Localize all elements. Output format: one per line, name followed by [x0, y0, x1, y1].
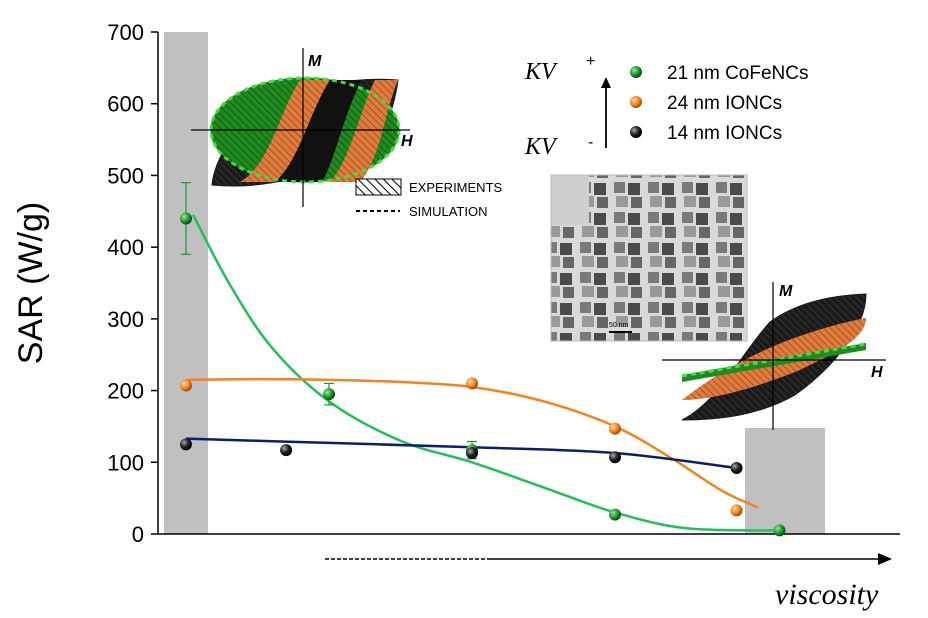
- data-point-0: [609, 508, 621, 521]
- kv-minus-sign: -: [588, 134, 593, 151]
- y-tick-label: 400: [107, 235, 144, 260]
- kv-plus-sign: +: [586, 53, 595, 70]
- y-ticks: 0 100 200 300 400 500 600 700: [107, 20, 158, 547]
- data-point-1: [180, 379, 192, 392]
- inset-h-label-low: H: [401, 133, 413, 150]
- y-tick-label: 100: [107, 450, 144, 475]
- tem-scale-label: 50 nm: [609, 322, 629, 329]
- kv-label-plus: KV: [524, 59, 558, 85]
- legend-marker-0: [630, 66, 642, 78]
- fit-line-0: [192, 214, 780, 532]
- loop-black-core-low: [275, 80, 362, 182]
- y-axis-label: SAR (W/g): [12, 202, 50, 364]
- y-tick-label: 700: [107, 20, 144, 45]
- inset-h-label-high: H: [871, 364, 883, 381]
- y-tick-label: 200: [107, 379, 144, 404]
- legend-marker-2: [630, 126, 642, 138]
- y-tick-label: 300: [107, 307, 144, 332]
- shade-low-viscosity: [164, 32, 208, 534]
- viscosity-label: viscosity: [775, 578, 879, 611]
- legend-marker-1: [630, 96, 642, 108]
- data-point-1: [609, 422, 621, 435]
- data-point-2: [466, 446, 478, 459]
- viscosity-arrow-head: [878, 553, 892, 565]
- data-point-2: [609, 451, 621, 464]
- experiments-swatch: [355, 178, 402, 196]
- inset-m-label-high: M: [779, 283, 793, 300]
- kv-label-minus: KV: [524, 134, 558, 160]
- inset-m-label-low: M: [308, 53, 322, 70]
- kv-arrow-head: [601, 77, 611, 88]
- experiments-label: EXPERIMENTS: [409, 180, 503, 195]
- data-point-0: [180, 212, 192, 225]
- tem-image: 50 nm: [550, 174, 748, 342]
- data-point-2: [280, 444, 293, 457]
- data-point-2: [730, 462, 743, 475]
- y-tick-label: 500: [107, 163, 144, 188]
- data-points: [180, 182, 786, 537]
- legend-label-1: 24 nm IONCs: [667, 93, 782, 114]
- hysteresis-inset-high: M H: [662, 282, 886, 430]
- simulation-label: SIMULATION: [409, 204, 488, 219]
- data-point-1: [730, 504, 743, 517]
- legend-label-2: 14 nm IONCs: [667, 123, 782, 144]
- y-tick-label: 600: [107, 92, 144, 117]
- fit-line-2: [185, 437, 737, 470]
- shade-high-viscosity: [745, 428, 825, 534]
- y-tick-label: 0: [132, 522, 144, 547]
- data-point-2: [180, 438, 192, 451]
- data-point-0: [323, 388, 335, 401]
- loop-orange-low: [240, 80, 398, 182]
- legend: 21 nm CoFeNCs 24 nm IONCs 14 nm IONCs: [630, 63, 809, 144]
- hysteresis-inset-low: M H: [191, 48, 413, 207]
- fit-line-1: [185, 377, 759, 509]
- legend-label-0: 21 nm CoFeNCs: [667, 63, 809, 84]
- data-point-0: [773, 524, 786, 537]
- data-point-1: [466, 377, 478, 390]
